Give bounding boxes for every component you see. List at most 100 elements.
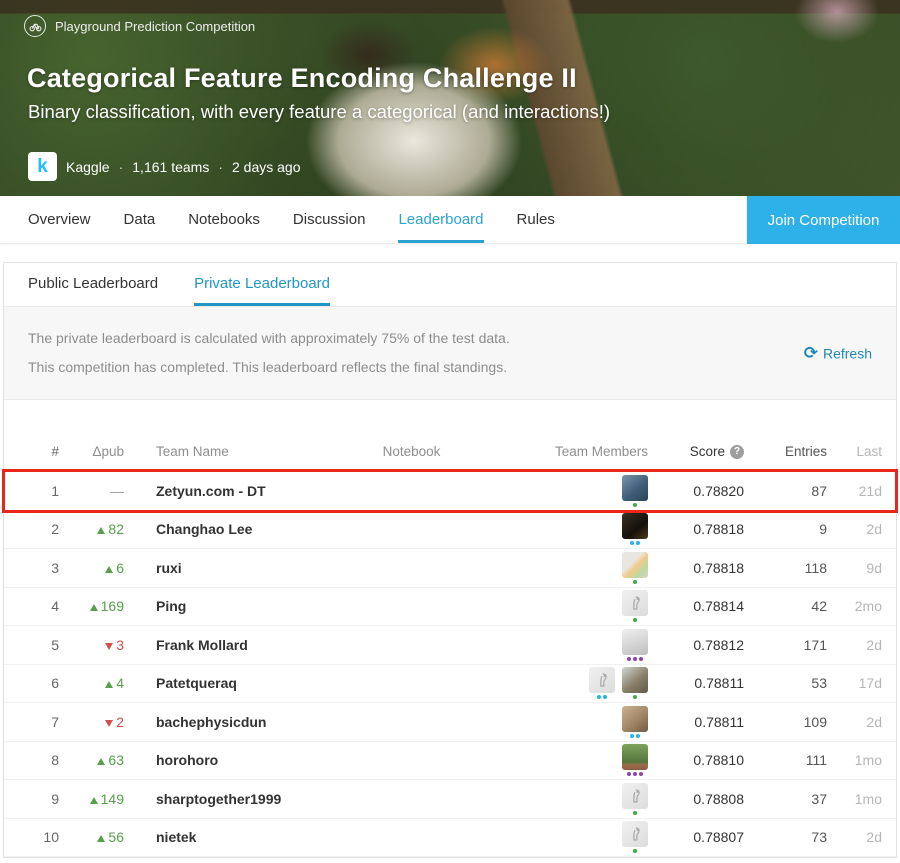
- tab-public-leaderboard[interactable]: Public Leaderboard: [28, 274, 159, 292]
- team-member: [622, 590, 648, 623]
- last-cell: 2d: [866, 521, 882, 538]
- team-name-cell[interactable]: Patetqueraq: [156, 675, 237, 692]
- team-name-cell[interactable]: horohoro: [156, 752, 219, 769]
- table-row: 4 169 Ping 0.78814 42 2mo: [4, 588, 896, 626]
- score-cell: 0.78818: [693, 559, 744, 576]
- table-row: 5 3 Frank Mollard 0.78812 171 2d: [4, 626, 896, 665]
- last-cell: 21d: [858, 482, 882, 499]
- team-name-cell[interactable]: nietek: [156, 829, 197, 846]
- last-cell: 1mo: [854, 790, 882, 807]
- score-cell: 0.78812: [693, 636, 744, 653]
- join-competition-button[interactable]: Join Competition: [747, 196, 900, 244]
- rank-up-icon: [97, 758, 106, 766]
- tab-rules[interactable]: Rules: [516, 211, 555, 228]
- tab-private-leaderboard[interactable]: Private Leaderboard: [194, 263, 331, 306]
- goose-avatar-icon: [633, 827, 640, 841]
- member-avatar[interactable]: [622, 705, 648, 732]
- rank-cell: 6: [51, 675, 59, 692]
- table-row: 2 82 Changhao Lee 0.78818 9 2d: [4, 511, 896, 549]
- delta-cell: —: [110, 482, 124, 499]
- score-help-icon[interactable]: ?: [730, 444, 744, 459]
- team-name-cell[interactable]: sharptogether1999: [156, 790, 282, 807]
- score-cell: 0.78814: [693, 598, 744, 615]
- team-name-cell[interactable]: Ping: [156, 598, 187, 615]
- col-notebook: Notebook: [382, 444, 441, 459]
- member-avatar[interactable]: [622, 474, 648, 501]
- member-avatar[interactable]: [622, 744, 648, 771]
- last-cell: 17d: [858, 675, 882, 692]
- last-cell: 2mo: [854, 598, 882, 615]
- refresh-label: Refresh: [822, 345, 872, 361]
- default-avatar[interactable]: [622, 590, 648, 617]
- rank-up-icon: [105, 681, 114, 689]
- entries-cell: 73: [811, 829, 827, 846]
- team-member: [622, 821, 648, 854]
- entries-cell: 111: [805, 752, 827, 769]
- team-name-cell[interactable]: Frank Mollard: [156, 636, 248, 653]
- delta-cell: 6: [59, 560, 124, 576]
- member-medal-dots: [633, 502, 637, 507]
- table-row: 6 4 Patetqueraq 0.78811 53 17d: [4, 665, 896, 703]
- posted-time: 2 days ago: [232, 158, 301, 175]
- members-cell: [499, 667, 654, 700]
- table-row: 3 6 ruxi 0.78818 118 9d: [4, 549, 896, 588]
- entries-cell: 53: [811, 675, 827, 692]
- competition-title: Categorical Feature Encoding Challenge I…: [27, 63, 577, 93]
- tab-notebooks[interactable]: Notebooks: [188, 211, 260, 228]
- team-member: [622, 705, 648, 738]
- rank-up-icon: [97, 835, 106, 843]
- member-medal-dots: [633, 618, 637, 623]
- goose-avatar-icon: [633, 789, 640, 803]
- competition-category-badge: Playground Prediction Competition: [24, 15, 255, 37]
- tab-discussion[interactable]: Discussion: [292, 211, 366, 228]
- team-name-cell[interactable]: Zetyun.com - DT: [156, 482, 266, 499]
- tab-leaderboard[interactable]: Leaderboard: [398, 196, 484, 243]
- rank-up-icon: [89, 604, 98, 612]
- member-avatar[interactable]: [622, 513, 648, 540]
- entries-cell: 171: [803, 636, 827, 653]
- member-medal-dots: [627, 772, 643, 777]
- entries-cell: 42: [811, 598, 827, 615]
- member-avatar[interactable]: [622, 628, 648, 655]
- last-cell: 1mo: [854, 752, 882, 769]
- delta-cell: 149: [59, 791, 124, 807]
- table-header: # Δpub Team Name Notebook Team Members S…: [4, 432, 896, 472]
- refresh-icon: ⟳: [803, 343, 818, 363]
- tab-overview[interactable]: Overview: [28, 211, 91, 228]
- default-avatar[interactable]: [622, 782, 648, 809]
- team-member: [622, 628, 648, 661]
- rank-cell: 10: [43, 829, 59, 846]
- refresh-button[interactable]: ⟳ Refresh: [804, 345, 872, 362]
- delta-cell: 4: [59, 675, 124, 691]
- member-avatar[interactable]: [622, 667, 648, 694]
- team-name-cell[interactable]: Changhao Lee: [156, 521, 253, 538]
- member-avatar[interactable]: [622, 551, 648, 578]
- default-avatar[interactable]: [589, 667, 615, 694]
- delta-cell: 3: [59, 637, 124, 653]
- team-name-cell[interactable]: bachephysicdun: [156, 713, 267, 730]
- competition-nav: Overview Data Notebooks Discussion Leaderboa…: [0, 196, 900, 244]
- member-medal-dots: [633, 849, 637, 854]
- table-row: 9 149 sharptogether1999 0.78808 37 1mo: [4, 780, 896, 819]
- members-cell: [499, 821, 654, 854]
- entries-cell: 9: [819, 521, 827, 538]
- member-medal-dots: [630, 541, 640, 546]
- delta-cell: 169: [59, 598, 124, 614]
- rank-down-icon: [105, 719, 114, 727]
- members-cell: [499, 628, 654, 661]
- table-row: 8 63 horohoro 0.78810 111 1mo: [4, 742, 896, 780]
- rank-cell: 5: [51, 636, 59, 653]
- last-cell: 2d: [866, 713, 882, 730]
- dot-separator: ·: [118, 158, 124, 175]
- members-cell: [499, 551, 654, 584]
- col-score-label: Score: [689, 444, 725, 459]
- team-name-cell[interactable]: ruxi: [156, 559, 182, 576]
- col-delta-pub: Δpub: [92, 444, 124, 459]
- team-member: [622, 474, 648, 507]
- tab-data[interactable]: Data: [123, 211, 156, 228]
- col-team-members-label: Team Members: [554, 444, 648, 459]
- default-avatar[interactable]: [622, 821, 648, 848]
- kaggle-logo: k: [28, 152, 57, 181]
- team-member: [622, 551, 648, 584]
